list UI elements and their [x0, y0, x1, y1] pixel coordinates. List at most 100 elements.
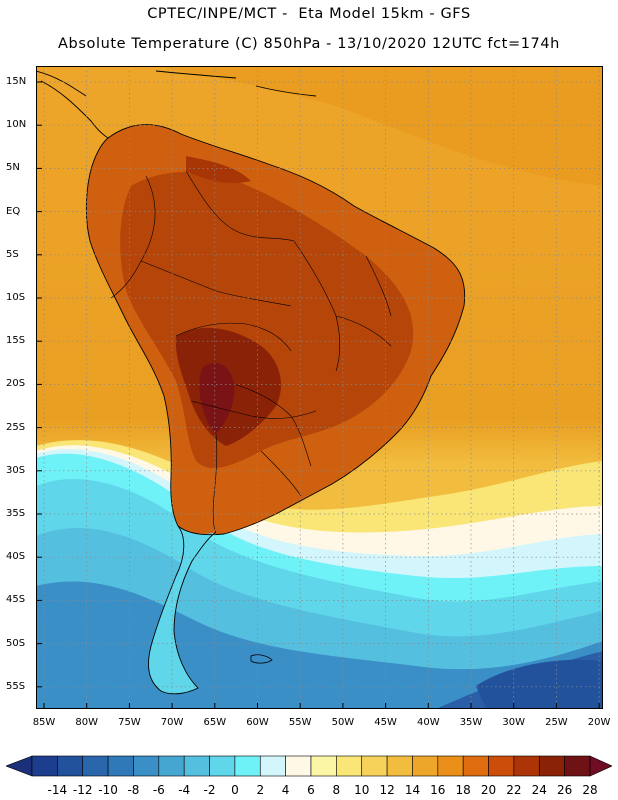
colorbar-label: 12 [379, 783, 395, 797]
lon-label: 35W [459, 717, 483, 728]
lon-label: 25W [545, 717, 568, 728]
colorbar-swatch [259, 755, 286, 777]
map-frame [36, 66, 603, 709]
southern-cone-land [148, 526, 216, 694]
border-9 [212, 433, 218, 533]
colorbar-swatch [107, 755, 134, 777]
axis-ticks [36, 81, 600, 709]
lon-label: 50W [331, 717, 355, 728]
colorbar-label: 14 [404, 783, 421, 797]
colorbar-label: 8 [332, 783, 341, 797]
colorbar-label: -8 [127, 783, 140, 797]
colorbar-swatch [412, 755, 439, 777]
continent-coastline [85, 124, 466, 695]
deep-blue-swirl [476, 659, 603, 709]
falklands [250, 654, 273, 664]
coastlines [36, 70, 466, 695]
lon-label: 20W [587, 717, 611, 728]
colorbar-swatch [488, 755, 515, 777]
hottest-core [199, 362, 235, 434]
colorbar-swatch [183, 755, 210, 777]
central-america-coast [36, 70, 109, 139]
colorbar-label: 26 [556, 783, 573, 797]
lon-label: 80W [75, 717, 98, 728]
border-2 [185, 170, 295, 242]
border-3 [140, 260, 292, 307]
lat-label: 35S [6, 508, 26, 519]
lon-label: 60W [246, 717, 269, 728]
colorbar-label: -6 [152, 783, 165, 797]
colorbar-swatch [158, 755, 185, 777]
colorbar-label: 20 [480, 783, 497, 797]
lat-label: 10N [6, 119, 27, 131]
lat-label: 5S [6, 248, 19, 260]
colorbar-swatch [57, 755, 84, 777]
colorbar-label: 18 [455, 783, 471, 797]
lat-label: 15N [6, 76, 27, 87]
border-8 [260, 450, 302, 497]
lat-label: EQ [6, 205, 21, 217]
lon-label: 30W [502, 717, 525, 728]
lon-label: 65W [203, 717, 227, 728]
colorbar-swatch [386, 755, 413, 777]
lat-label: 40S [6, 551, 26, 563]
colorbar-label: 4 [281, 783, 290, 797]
lat-label: 15S [6, 335, 26, 347]
colorbar-label: -4 [178, 783, 191, 797]
lon-label: 45W [374, 717, 397, 728]
colorbar-label: 10 [354, 783, 370, 797]
lon-label: 75W [118, 717, 141, 728]
colorbar-swatch [133, 755, 160, 777]
lat-label: 20S [6, 378, 26, 390]
colorbar-swatch [361, 755, 388, 777]
colorbar-swatch [538, 755, 565, 777]
lat-label: 45S [6, 594, 26, 606]
colorbar-swatch [437, 755, 464, 777]
colorbar-label: -12 [72, 783, 93, 797]
colorbar-label: 24 [531, 783, 547, 797]
colorbar-arrow-low [6, 755, 33, 777]
border-6 [190, 400, 317, 419]
lat-label: 30S [6, 464, 26, 476]
chart-subtitle: Absolute Temperature (C) 850hPa - 13/10/… [58, 36, 560, 52]
warm-ocean-band [156, 66, 603, 186]
colorbar-label: -14 [47, 783, 68, 797]
lat-label: 25S [6, 421, 26, 433]
caribbean-islands [155, 70, 317, 97]
chart-title: CPTEC/INPE/MCT - Eta Model 15km - GFS [147, 6, 471, 22]
lat-label: 55S [6, 680, 26, 692]
colorbar-swatch [285, 755, 312, 777]
lon-label: 55W [288, 717, 312, 728]
border-5 [175, 322, 292, 352]
border-7 [233, 383, 312, 467]
colorbar-swatch [513, 755, 540, 777]
country-borders [110, 170, 392, 533]
lat-label: 50S [6, 637, 26, 649]
colorbar-swatch [209, 755, 236, 777]
colorbar-label: -2 [203, 783, 216, 797]
colorbar-arrow-high [589, 755, 612, 777]
colorbar-swatch [234, 755, 261, 777]
lat-label: 10S [6, 292, 26, 303]
colorbar-swatch [564, 755, 591, 777]
lon-label: 40W [416, 717, 440, 728]
lat-lon-grid [36, 66, 603, 709]
lon-label: 70W [160, 717, 184, 728]
border-4 [293, 240, 341, 372]
colorbar-label: 16 [430, 783, 446, 797]
colorbar-label: 0 [231, 783, 239, 797]
colorbar-swatch [82, 755, 109, 777]
colorbar-label: 28 [582, 783, 598, 797]
colorbar-swatch [462, 755, 489, 777]
colorbar-label: 22 [506, 783, 522, 797]
colorbar-label: 2 [256, 783, 265, 797]
border-10 [335, 255, 392, 347]
colorbar [6, 755, 612, 777]
colorbar-label: -10 [98, 783, 118, 797]
colorbar-swatch [310, 755, 337, 777]
lat-label: 5N [6, 162, 20, 174]
colorbar-swatch [336, 755, 363, 777]
lon-label: 85W [32, 717, 56, 728]
colorbar-swatch [31, 755, 58, 777]
northern-hot-patch [186, 156, 251, 183]
